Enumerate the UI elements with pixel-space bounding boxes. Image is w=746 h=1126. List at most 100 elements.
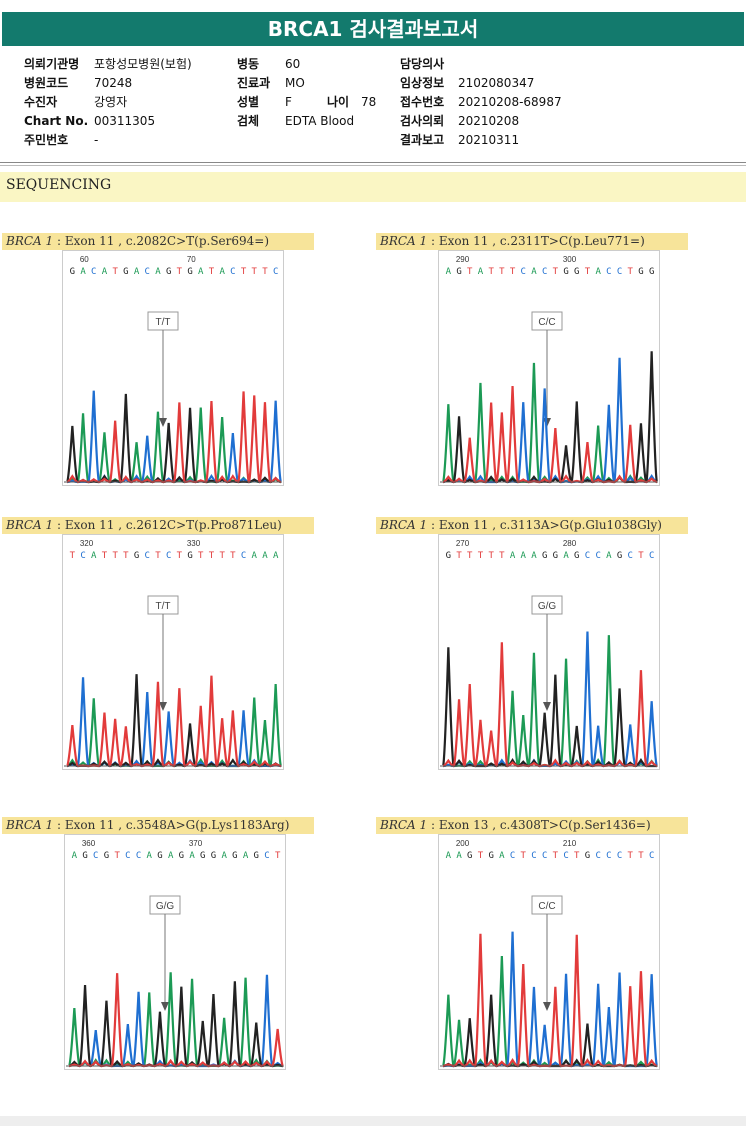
- base-call: G: [488, 851, 493, 861]
- base-call: C: [606, 851, 611, 861]
- base-call: C: [91, 267, 96, 277]
- base-call: C: [273, 267, 278, 277]
- base-call: A: [134, 267, 140, 277]
- base-call: A: [595, 267, 601, 277]
- section-title: SEQUENCING: [6, 177, 112, 193]
- genotype-call: G/G: [538, 601, 557, 612]
- chromatogram-frame: [62, 534, 284, 770]
- variant-arrow-icon: [161, 1002, 169, 1011]
- base-call: G: [574, 551, 579, 561]
- field-label: 접수번호: [400, 95, 445, 109]
- variant-arrow-icon: [543, 702, 551, 711]
- base-call: A: [221, 851, 227, 861]
- base-call: C: [542, 851, 547, 861]
- field-label: 임상정보: [400, 76, 445, 90]
- header-divider: [0, 162, 746, 163]
- field-value: MO: [285, 76, 305, 90]
- position-label: 200: [456, 839, 470, 848]
- field-label: Chart No.: [24, 114, 89, 128]
- base-call: C: [510, 851, 515, 861]
- base-call: A: [456, 851, 462, 861]
- base-call: T: [488, 267, 494, 277]
- base-call: A: [189, 851, 195, 861]
- base-call: T: [155, 551, 161, 561]
- base-call: T: [499, 267, 505, 277]
- field-value: 2102080347: [458, 76, 535, 90]
- field-label: 의뢰기관명: [24, 57, 80, 71]
- base-call: C: [649, 551, 654, 561]
- field-label: 결과보고: [400, 133, 445, 147]
- base-call: A: [531, 551, 537, 561]
- base-call: T: [177, 551, 183, 561]
- base-call: T: [628, 267, 634, 277]
- base-call: C: [264, 851, 269, 861]
- position-label: 60: [80, 255, 89, 264]
- base-call: T: [252, 267, 258, 277]
- base-call: T: [638, 851, 644, 861]
- base-call: G: [82, 851, 87, 861]
- base-call: A: [563, 551, 569, 561]
- base-call: C: [617, 267, 622, 277]
- base-call: A: [446, 267, 452, 277]
- base-call: A: [499, 851, 505, 861]
- base-call: A: [147, 851, 153, 861]
- base-call: T: [262, 267, 268, 277]
- field-value: 60: [285, 57, 301, 71]
- base-call: C: [80, 551, 85, 561]
- gene-name: BRCA 1: [6, 518, 54, 532]
- base-call: C: [628, 551, 633, 561]
- field-value: 70248: [94, 76, 133, 90]
- variant-detail: : Exon 11 , c.3548A>G(p.Lys1183Arg): [53, 818, 290, 832]
- base-call: G: [134, 551, 139, 561]
- base-call: T: [553, 267, 559, 277]
- base-call: T: [499, 551, 505, 561]
- base-call: C: [93, 851, 98, 861]
- base-call: T: [275, 851, 281, 861]
- base-call: A: [219, 267, 225, 277]
- field-value: 20210311: [458, 133, 520, 147]
- gene-name: BRCA 1: [6, 818, 54, 832]
- base-call: G: [232, 851, 237, 861]
- variant-detail: : Exon 11 , c.2311T>C(p.Leu771=): [427, 234, 645, 248]
- base-call: C: [145, 267, 150, 277]
- report-title: BRCA1 검사결과보고서: [2, 12, 744, 46]
- base-call: T: [209, 267, 215, 277]
- base-call: T: [230, 551, 236, 561]
- base-call: A: [273, 551, 279, 561]
- base-call: T: [102, 551, 108, 561]
- base-call: G: [166, 267, 171, 277]
- base-call: T: [219, 551, 225, 561]
- base-call: G: [211, 851, 216, 861]
- base-call: A: [262, 551, 268, 561]
- field-value: 20210208: [458, 114, 520, 128]
- base-call: G: [563, 267, 568, 277]
- variant-arrow-icon: [543, 1002, 551, 1011]
- base-call: C: [585, 551, 590, 561]
- field-label: 진료과: [237, 76, 271, 90]
- gene-name: BRCA 1: [380, 234, 428, 248]
- base-call: T: [478, 851, 484, 861]
- variant-detail: : Exon 13 , c.4308T>C(p.Ser1436=): [427, 818, 651, 832]
- base-call: T: [467, 551, 473, 561]
- variant-detail: : Exon 11 , c.2612C>T(p.Pro871Leu): [53, 518, 282, 532]
- variant-detail: : Exon 11 , c.3113A>G(p.Glu1038Gly): [427, 518, 662, 532]
- base-call: G: [542, 551, 547, 561]
- base-call: C: [145, 551, 150, 561]
- position-label: 70: [187, 255, 196, 264]
- field-label: 담당의사: [400, 57, 445, 71]
- base-call: G: [200, 851, 205, 861]
- base-call: T: [488, 551, 494, 561]
- base-call: G: [179, 851, 184, 861]
- base-call: C: [649, 851, 654, 861]
- base-call: A: [252, 551, 258, 561]
- field-label: 성별: [237, 95, 260, 109]
- gene-name: BRCA 1: [380, 518, 428, 532]
- base-call: T: [112, 267, 118, 277]
- header-col-2: 병동 60 진료과 MO 성별 F 나이 78 검체 EDTA Blood: [237, 55, 376, 131]
- genotype-call: C/C: [538, 317, 555, 328]
- genotype-call: G/G: [156, 901, 175, 912]
- base-call: A: [521, 551, 527, 561]
- chromatogram-frame: [438, 250, 660, 486]
- variant-caption: BRCA 1 : Exon 11 , c.2082C>T(p.Ser694=): [2, 233, 314, 250]
